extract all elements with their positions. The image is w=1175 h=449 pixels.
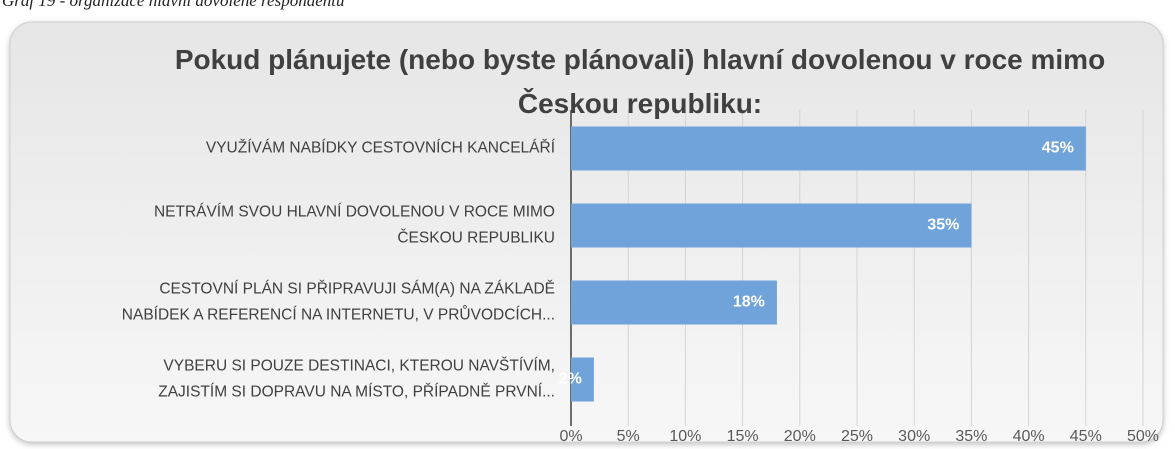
category-label: CESTOVNÍ PLÁN SI PŘIPRAVUJI SÁM(A) NA ZÁ… <box>159 281 555 298</box>
value-label: 35% <box>927 217 959 234</box>
value-label: 2% <box>559 371 582 388</box>
bar <box>571 357 594 402</box>
chart-title: Pokud plánujete (nebo byste plánovali) h… <box>174 44 1106 119</box>
x-tick-label: 20% <box>784 428 816 445</box>
category-label: ZAJISTÍM SI DOPRAVU NA MÍSTO, PŘÍPADNĚ P… <box>158 384 555 401</box>
category-label: VYUŽÍVÁM NABÍDKY CESTOVNÍCH KANCELÁŘÍ <box>206 140 556 157</box>
x-tick-label: 45% <box>1070 428 1102 445</box>
x-tick-label: 50% <box>1127 428 1159 445</box>
value-label: 18% <box>733 294 765 311</box>
plot-area: 0% 5% 10% 15% 20% 25% 30% 35% 40% 45% 50% VYUŽÍVÁM … <box>122 110 1159 445</box>
x-tick-label: 5% <box>617 428 640 445</box>
category-label: VYBERU SI POUZE DESTINACI, KTEROU NAVŠTÍ… <box>163 358 555 375</box>
x-tick-label: 10% <box>669 428 701 445</box>
x-tick-label: 30% <box>898 428 930 445</box>
category-label: NETRÁVÍM SVOU HLAVNÍ DOVOLENOU V ROCE MI… <box>154 204 555 221</box>
x-tick-label: 25% <box>841 428 873 445</box>
caption: Graf 19 - organizace hlavní dovolené res… <box>2 0 345 10</box>
x-tick-label: 0% <box>559 428 582 445</box>
category-label: NABÍDEK A REFERENCÍ NA INTERNETU, V PRŮV… <box>122 306 555 324</box>
value-label: 45% <box>1042 140 1074 157</box>
category-label: ČESKOU REPUBLIKU <box>397 230 555 247</box>
x-tick-label: 15% <box>727 428 759 445</box>
bar <box>571 126 1086 171</box>
bar <box>571 203 972 248</box>
bar <box>571 280 777 325</box>
x-tick-label: 35% <box>955 428 987 445</box>
x-tick-label: 40% <box>1013 428 1045 445</box>
